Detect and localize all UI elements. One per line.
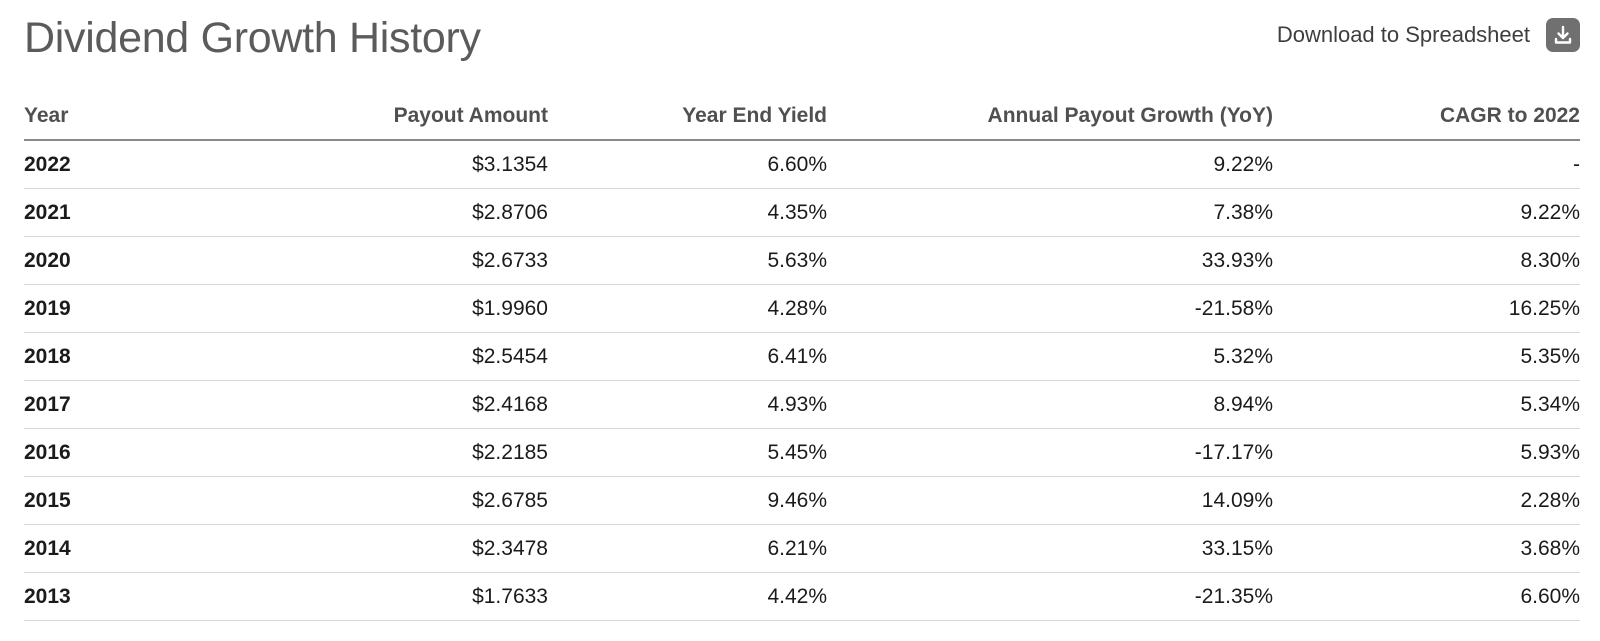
table-body: 2022 $3.1354 6.60% 9.22% -2021 $2.8706 4.35% 7.…	[24, 140, 1580, 621]
cell-year-end-yield: 4.42%	[548, 572, 827, 621]
table-row: 2019 $1.9960 4.28% -21.58% 16.25%	[24, 284, 1580, 333]
dividend-history-table: Year Payout Amount Year End Yield Annual…	[24, 92, 1580, 621]
cell-year-end-yield: 5.45%	[548, 428, 827, 477]
cell-annual-payout-growth: -21.58%	[827, 284, 1273, 333]
column-header-payout-amount[interactable]: Payout Amount	[224, 92, 548, 141]
cell-year: 2020	[24, 236, 224, 285]
cell-year-end-yield: 4.93%	[548, 380, 827, 429]
column-header-annual-payout-growth[interactable]: Annual Payout Growth (YoY)	[827, 92, 1273, 141]
cell-year: 2015	[24, 476, 224, 525]
cell-year-end-yield: 9.46%	[548, 476, 827, 525]
download-label: Download to Spreadsheet	[1276, 22, 1530, 47]
column-header-year-end-yield[interactable]: Year End Yield	[548, 92, 827, 141]
cell-year: 2021	[24, 188, 224, 237]
table-row: 2015 $2.6785 9.46% 14.09% 2.28%	[24, 476, 1580, 525]
cell-year-end-yield: 6.60%	[548, 140, 827, 189]
table-row: 2014 $2.3478 6.21% 33.15% 3.68%	[24, 524, 1580, 573]
cell-payout-amount: $2.8706	[224, 188, 548, 237]
table-row: 2021 $2.8706 4.35% 7.38% 9.22%	[24, 188, 1580, 237]
cell-annual-payout-growth: 7.38%	[827, 188, 1273, 237]
cell-payout-amount: $2.3478	[224, 524, 548, 573]
cell-payout-amount: $1.7633	[224, 572, 548, 621]
cell-annual-payout-growth: 9.22%	[827, 140, 1273, 189]
cell-year-end-yield: 5.63%	[548, 236, 827, 285]
cell-payout-amount: $3.1354	[224, 140, 548, 189]
cell-payout-amount: $2.2185	[224, 428, 548, 477]
table-row: 2022 $3.1354 6.60% 9.22% -	[24, 140, 1580, 189]
cell-cagr: 9.22%	[1273, 188, 1580, 237]
cell-year: 2014	[24, 524, 224, 573]
cell-payout-amount: $2.5454	[224, 332, 548, 381]
cell-year: 2016	[24, 428, 224, 477]
table-header-row: Year Payout Amount Year End Yield Annual…	[24, 92, 1580, 141]
cell-cagr: 3.68%	[1273, 524, 1580, 573]
cell-payout-amount: $2.4168	[224, 380, 548, 429]
table-row: 2013 $1.7633 4.42% -21.35% 6.60%	[24, 572, 1580, 621]
cell-annual-payout-growth: 5.32%	[827, 332, 1273, 381]
table-row: 2017 $2.4168 4.93% 8.94% 5.34%	[24, 380, 1580, 429]
cell-year: 2018	[24, 332, 224, 381]
cell-payout-amount: $2.6785	[224, 476, 548, 525]
cell-annual-payout-growth: -17.17%	[827, 428, 1273, 477]
cell-cagr: 16.25%	[1273, 284, 1580, 333]
table-row: 2018 $2.5454 6.41% 5.32% 5.35%	[24, 332, 1580, 381]
cell-payout-amount: $2.6733	[224, 236, 548, 285]
cell-cagr: 8.30%	[1273, 236, 1580, 285]
table-row: 2020 $2.6733 5.63% 33.93% 8.30%	[24, 236, 1580, 285]
cell-annual-payout-growth: 33.15%	[827, 524, 1273, 573]
cell-year: 2019	[24, 284, 224, 333]
column-header-year[interactable]: Year	[24, 92, 224, 141]
column-header-cagr[interactable]: CAGR to 2022	[1273, 92, 1580, 141]
cell-cagr: 6.60%	[1273, 572, 1580, 621]
cell-cagr: 2.28%	[1273, 476, 1580, 525]
cell-year-end-yield: 6.41%	[548, 332, 827, 381]
cell-year-end-yield: 4.28%	[548, 284, 827, 333]
cell-year-end-yield: 6.21%	[548, 524, 827, 573]
cell-cagr: -	[1273, 140, 1580, 189]
download-icon[interactable]	[1546, 18, 1580, 52]
cell-cagr: 5.35%	[1273, 332, 1580, 381]
cell-annual-payout-growth: 8.94%	[827, 380, 1273, 429]
cell-annual-payout-growth: -21.35%	[827, 572, 1273, 621]
cell-annual-payout-growth: 33.93%	[827, 236, 1273, 285]
cell-cagr: 5.34%	[1273, 380, 1580, 429]
download-spreadsheet-button[interactable]: Download to Spreadsheet	[1277, 18, 1580, 52]
cell-payout-amount: $1.9960	[224, 284, 548, 333]
cell-year: 2017	[24, 380, 224, 429]
cell-cagr: 5.93%	[1273, 428, 1580, 477]
cell-annual-payout-growth: 14.09%	[827, 476, 1273, 525]
page-title: Dividend Growth History	[24, 14, 481, 62]
table-row: 2016 $2.2185 5.45% -17.17% 5.93%	[24, 428, 1580, 477]
cell-year: 2013	[24, 572, 224, 621]
cell-year: 2022	[24, 140, 224, 189]
cell-year-end-yield: 4.35%	[548, 188, 827, 237]
